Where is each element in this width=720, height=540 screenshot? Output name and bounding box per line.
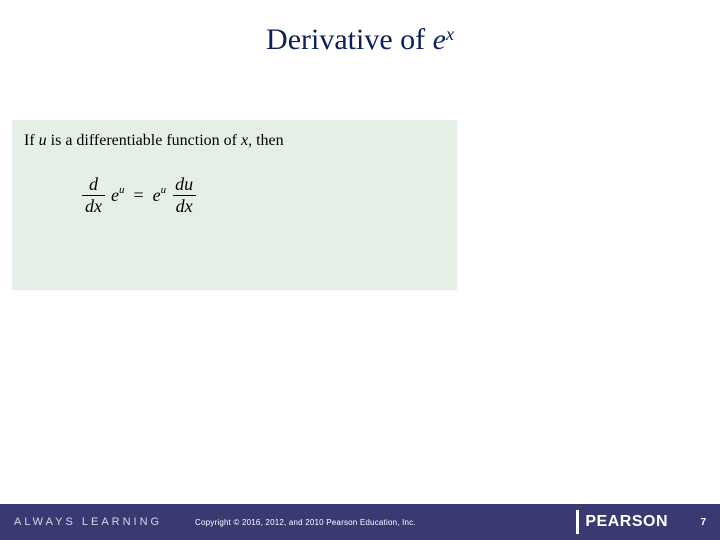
always-learning: ALWAYS LEARNING	[14, 504, 162, 540]
frac-dudx-den: dx	[173, 195, 196, 216]
e2: e	[153, 185, 161, 205]
e-to-u-right: eu	[153, 185, 167, 206]
e-to-u-left: eu	[111, 185, 125, 206]
logo-bar	[576, 510, 579, 534]
theorem-box: If u is a differentiable function of x, …	[12, 120, 457, 290]
copyright-text: Copyright © 2016, 2012, and 2010 Pearson…	[195, 504, 416, 540]
thm-mid: is a differentiable function of	[47, 132, 241, 149]
theorem-formula: d dx eu = eu du dx	[82, 175, 196, 216]
title-e: e	[433, 23, 446, 56]
thm-u: u	[39, 132, 47, 149]
pearson-text: PEARSON	[585, 513, 668, 531]
thm-prefix: If	[24, 132, 39, 149]
slide-title: Derivative of ex	[0, 22, 720, 57]
pearson-logo: PEARSON	[576, 504, 668, 540]
frac-ddx-den: dx	[82, 195, 105, 216]
frac-ddx: d dx	[82, 175, 105, 216]
title-exp: x	[446, 24, 454, 44]
thm-x: x	[241, 132, 248, 149]
theorem-statement: If u is a differentiable function of x, …	[24, 132, 284, 150]
equals: =	[131, 185, 147, 206]
e1: e	[111, 185, 119, 205]
u2: u	[161, 184, 167, 196]
frac-dudx: du dx	[172, 175, 196, 216]
footer-bar: ALWAYS LEARNING Copyright © 2016, 2012, …	[0, 504, 720, 540]
thm-suffix: , then	[248, 132, 284, 149]
frac-ddx-num: d	[86, 175, 101, 195]
page-number: 7	[700, 504, 706, 540]
u1: u	[119, 184, 125, 196]
title-prefix: Derivative of	[266, 23, 433, 56]
frac-dudx-num: du	[172, 175, 196, 195]
slide: Derivative of ex If u is a differentiabl…	[0, 0, 720, 540]
